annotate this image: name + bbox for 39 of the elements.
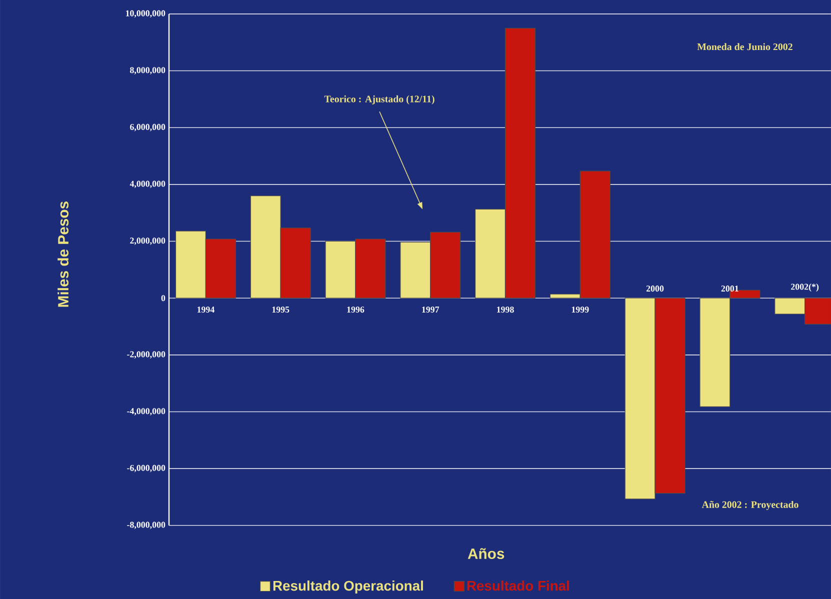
y-tick-label: -8,000,000 (127, 522, 166, 529)
y-tick-label: 10,000,000 (126, 10, 166, 18)
annotation: Año 2002 : Proyectado (702, 500, 798, 510)
bar (700, 298, 730, 407)
bar (355, 238, 386, 298)
x-tick-label: 2000 (646, 285, 664, 292)
legend-label: Resultado Final (467, 580, 569, 591)
y-tick-label: -4,000,000 (127, 408, 166, 416)
y-axis-title: Miles de Pesos (58, 201, 69, 307)
bar (280, 228, 311, 298)
bar (205, 238, 236, 298)
y-tick-label: -6,000,000 (127, 464, 166, 472)
x-tick-label: 1996 (347, 306, 364, 313)
x-tick-label: 1995 (272, 306, 290, 313)
bar (325, 240, 356, 298)
x-tick-label: 1998 (497, 306, 514, 313)
bar (504, 28, 536, 298)
x-tick-label: 1999 (572, 306, 589, 313)
annotation: Moneda de Junio 2002 (697, 43, 792, 50)
y-tick-label: -2,000,000 (127, 351, 166, 358)
y-tick-label: 6,000,000 (130, 124, 166, 132)
x-tick-label: 1994 (197, 306, 214, 313)
y-tick-label: 8,000,000 (130, 67, 166, 74)
bar (250, 195, 281, 298)
y-tick-label: 2,000,000 (130, 237, 166, 245)
legend-label: Resultado Operacional (273, 580, 423, 594)
bar (430, 232, 461, 298)
x-tick-label: 2001 (721, 285, 738, 292)
bar (550, 294, 580, 298)
x-axis-title: Años (468, 548, 504, 559)
y-tick-label: 4,000,000 (130, 180, 166, 188)
bar (580, 170, 610, 298)
x-tick-label: 1997 (422, 306, 440, 313)
bar (654, 298, 686, 494)
annotation: Teorico : Ajustado (12/11) (324, 95, 434, 104)
y-tick-label: 0 (161, 294, 166, 302)
x-tick-label: 2002(*) (791, 283, 819, 292)
bar (474, 208, 506, 298)
bar (400, 242, 431, 298)
